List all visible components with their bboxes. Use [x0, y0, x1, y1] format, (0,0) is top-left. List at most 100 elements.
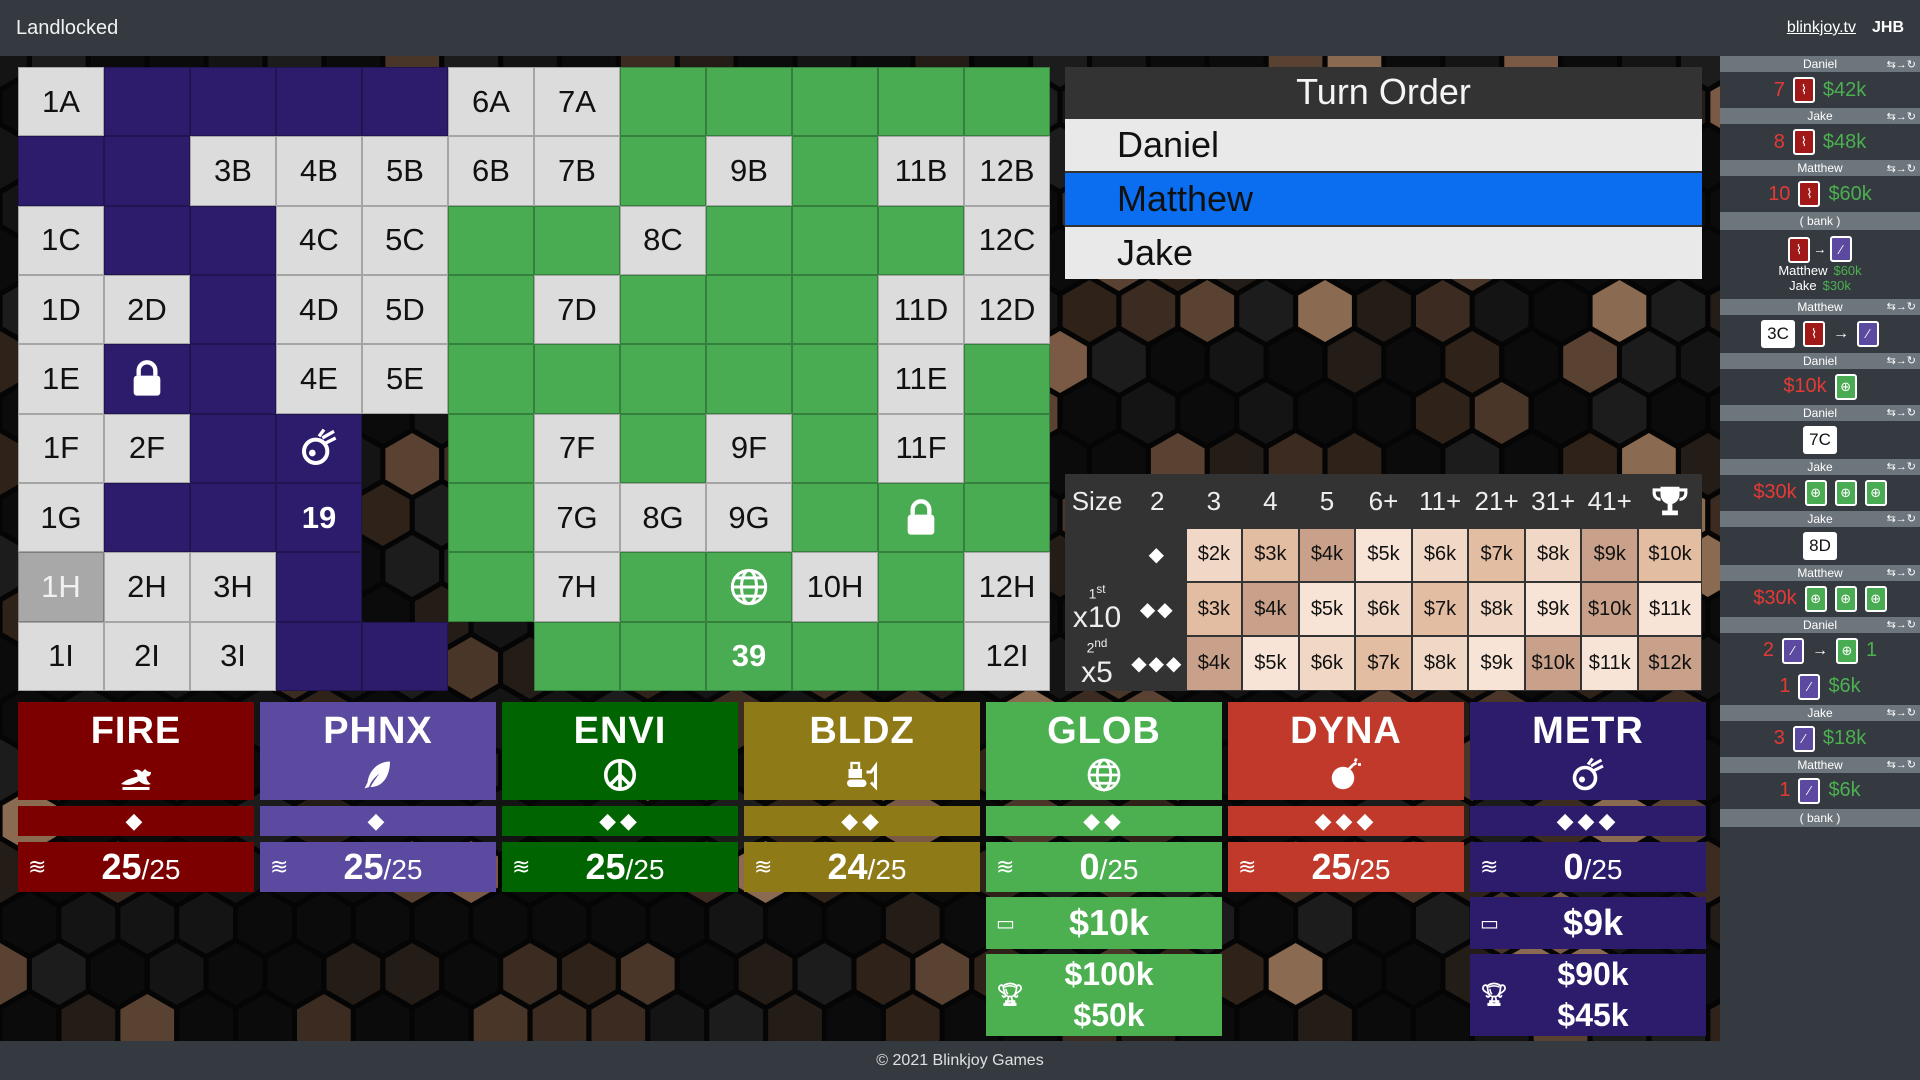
board-cell-7d[interactable]: 7D — [534, 274, 620, 345]
company-bldz[interactable]: BLDZ ◆◆ ≋ 24/25 — [744, 702, 980, 892]
history-merge: ⌇ → ⁄ Matthew $60k Jake $30k — [1720, 230, 1920, 299]
stack-icon: ≋ — [270, 854, 289, 879]
board-cell — [534, 344, 620, 414]
board-cell-11d[interactable]: 11D — [878, 274, 964, 345]
top-bar-right: blinkjoy.tv JHB — [1787, 19, 1904, 37]
board-cell-4c[interactable]: 4C — [276, 205, 362, 275]
history-entry: 3C ⌇ → ⁄ — [1720, 315, 1920, 353]
company-share-price: ▭ $9k — [1470, 897, 1706, 949]
board-cell-3i[interactable]: 3I — [190, 621, 276, 691]
board-cell-7g[interactable]: 7G — [534, 482, 620, 553]
board-cell-6b[interactable]: 6B — [448, 136, 534, 206]
board-cell — [620, 413, 706, 483]
price-header: 2 — [1150, 485, 1165, 516]
cell-label: 1A — [42, 83, 80, 119]
board-cell-12h[interactable]: 12H — [964, 552, 1050, 622]
board-cell-5d[interactable]: 5D — [362, 274, 448, 345]
board-cell-4d[interactable]: 4D — [276, 274, 362, 345]
price-cell: $5k — [1243, 637, 1298, 690]
company-stock: ≋ 25/25 — [1228, 842, 1464, 892]
history-player: Matthew ⇆→↻ — [1720, 298, 1920, 315]
board-cell — [362, 621, 448, 691]
board-cell-7h[interactable]: 7H — [534, 552, 620, 622]
history-player: Jake ⇆→↻ — [1720, 108, 1920, 124]
board-cell-11e[interactable]: 11E — [878, 344, 964, 414]
board-cell-1e[interactable]: 1E — [18, 344, 104, 414]
board-cell-1i[interactable]: 1I — [18, 621, 104, 691]
board-cell-5c[interactable]: 5C — [362, 205, 448, 275]
board-cell-2i[interactable]: 2I — [104, 621, 190, 691]
company-header: METR — [1470, 702, 1706, 800]
board-cell-3b[interactable]: 3B — [190, 136, 276, 206]
price-cell: $11k — [1582, 637, 1637, 690]
board-cell — [620, 67, 706, 137]
company-glob[interactable]: GLOB ◆◆ ≋ 0/25 ▭ $10k 🏆︎ $100k $50k — [986, 702, 1222, 1036]
board-cell-9f[interactable]: 9F — [706, 413, 792, 483]
board-cell-7a[interactable]: 7A — [534, 67, 620, 137]
board-cell-1a[interactable]: 1A — [18, 67, 104, 137]
price-header: 6+ — [1368, 485, 1399, 516]
board-cell-9g[interactable]: 9G — [706, 482, 792, 553]
board-cell — [620, 344, 706, 414]
board-cell-11b[interactable]: 11B — [878, 136, 964, 206]
board-cell-5b[interactable]: 5B — [362, 136, 448, 206]
price-header: Size — [1071, 485, 1123, 516]
board-cell-1c[interactable]: 1C — [18, 205, 104, 275]
board-cell-1g[interactable]: 1G — [18, 482, 104, 553]
board-cell-12d[interactable]: 12D — [964, 274, 1050, 345]
board-cell-10h[interactable]: 10H — [792, 552, 878, 622]
lock-icon — [901, 498, 941, 538]
cash-icon: ▭ — [1480, 912, 1499, 935]
price-cell: $7k — [1469, 529, 1524, 581]
board-cell-2f[interactable]: 2F — [104, 413, 190, 483]
company-phnx[interactable]: PHNX ◆ ≋ 25/25 — [260, 702, 496, 892]
company-name: PHNX — [323, 709, 433, 752]
company-tier: ◆◆ — [744, 806, 980, 836]
board-cell-1f[interactable]: 1F — [18, 413, 104, 483]
tier-label: ◆ — [1148, 544, 1166, 567]
cell-label: 6B — [472, 152, 510, 188]
history-player: Jake ⇆→↻ — [1720, 510, 1920, 527]
stock-value: 25/25 — [585, 846, 665, 887]
board-cell-4e[interactable]: 4E — [276, 344, 362, 414]
company-metr[interactable]: METR ◆◆◆ ≋ 0/25 ▭ $9k 🏆︎ $90k $45k — [1470, 702, 1706, 1036]
board-cell-9b[interactable]: 9B — [706, 136, 792, 206]
board-cell-2h[interactable]: 2H — [104, 552, 190, 622]
board-cell-8c[interactable]: 8C — [620, 205, 706, 275]
board-cell-7f[interactable]: 7F — [534, 413, 620, 483]
board-cell-2d[interactable]: 2D — [104, 274, 190, 345]
board-cell-12b[interactable]: 12B — [964, 136, 1050, 206]
board-cell-12i[interactable]: 12I — [964, 621, 1050, 691]
board-cell-11f[interactable]: 11F — [878, 413, 964, 483]
company-stock: ≋ 25/25 — [18, 842, 254, 892]
price-cell: $6k — [1299, 637, 1355, 690]
company-envi[interactable]: ENVI ◆◆ ≋ 25/25 — [502, 702, 738, 892]
board-cell-19: 19 — [276, 482, 362, 553]
board-cell — [448, 413, 534, 483]
board-cell — [964, 482, 1050, 553]
board-cell-4b[interactable]: 4B — [276, 136, 362, 206]
price-cell: $9k — [1469, 637, 1524, 690]
glob-stock-icon: ⊕ — [1834, 585, 1857, 612]
board-cell-8g[interactable]: 8G — [620, 482, 706, 553]
history-bank: ( bank ) — [1720, 212, 1920, 230]
site-link[interactable]: blinkjoy.tv — [1786, 19, 1856, 36]
cell-label: 2H — [127, 568, 167, 604]
feather-icon — [360, 757, 396, 793]
company-tier: ◆ — [260, 806, 496, 836]
company-stock: ≋ 25/25 — [260, 842, 496, 892]
board-cell-7b[interactable]: 7B — [534, 136, 620, 206]
price-header: 3 — [1206, 485, 1222, 516]
action-icons: ⇆→↻ — [1886, 407, 1916, 419]
board-cell-3h[interactable]: 3H — [190, 552, 276, 622]
cell-label: 11E — [894, 360, 948, 396]
board-cell-1d[interactable]: 1D — [18, 274, 104, 345]
board-cell-12c[interactable]: 12C — [964, 205, 1050, 275]
board-cell-6a[interactable]: 6A — [448, 67, 534, 137]
bonus-first-mult: x10 — [1072, 601, 1122, 635]
board-cell-5e[interactable]: 5E — [362, 344, 448, 414]
company-dyna[interactable]: DYNA ◆◆◆ ≋ 25/25 — [1228, 702, 1464, 892]
history-sidebar[interactable]: Daniel ⇆→↻ 7 ⌇ $42k Jake ⇆→↻ 8 ⌇ $48k Matthew ⇆→↻ 10… — [1720, 56, 1920, 1041]
company-fire[interactable]: FIRE ◆ ≋ 25/25 — [18, 702, 254, 892]
user-name[interactable]: JHB — [1871, 19, 1904, 36]
